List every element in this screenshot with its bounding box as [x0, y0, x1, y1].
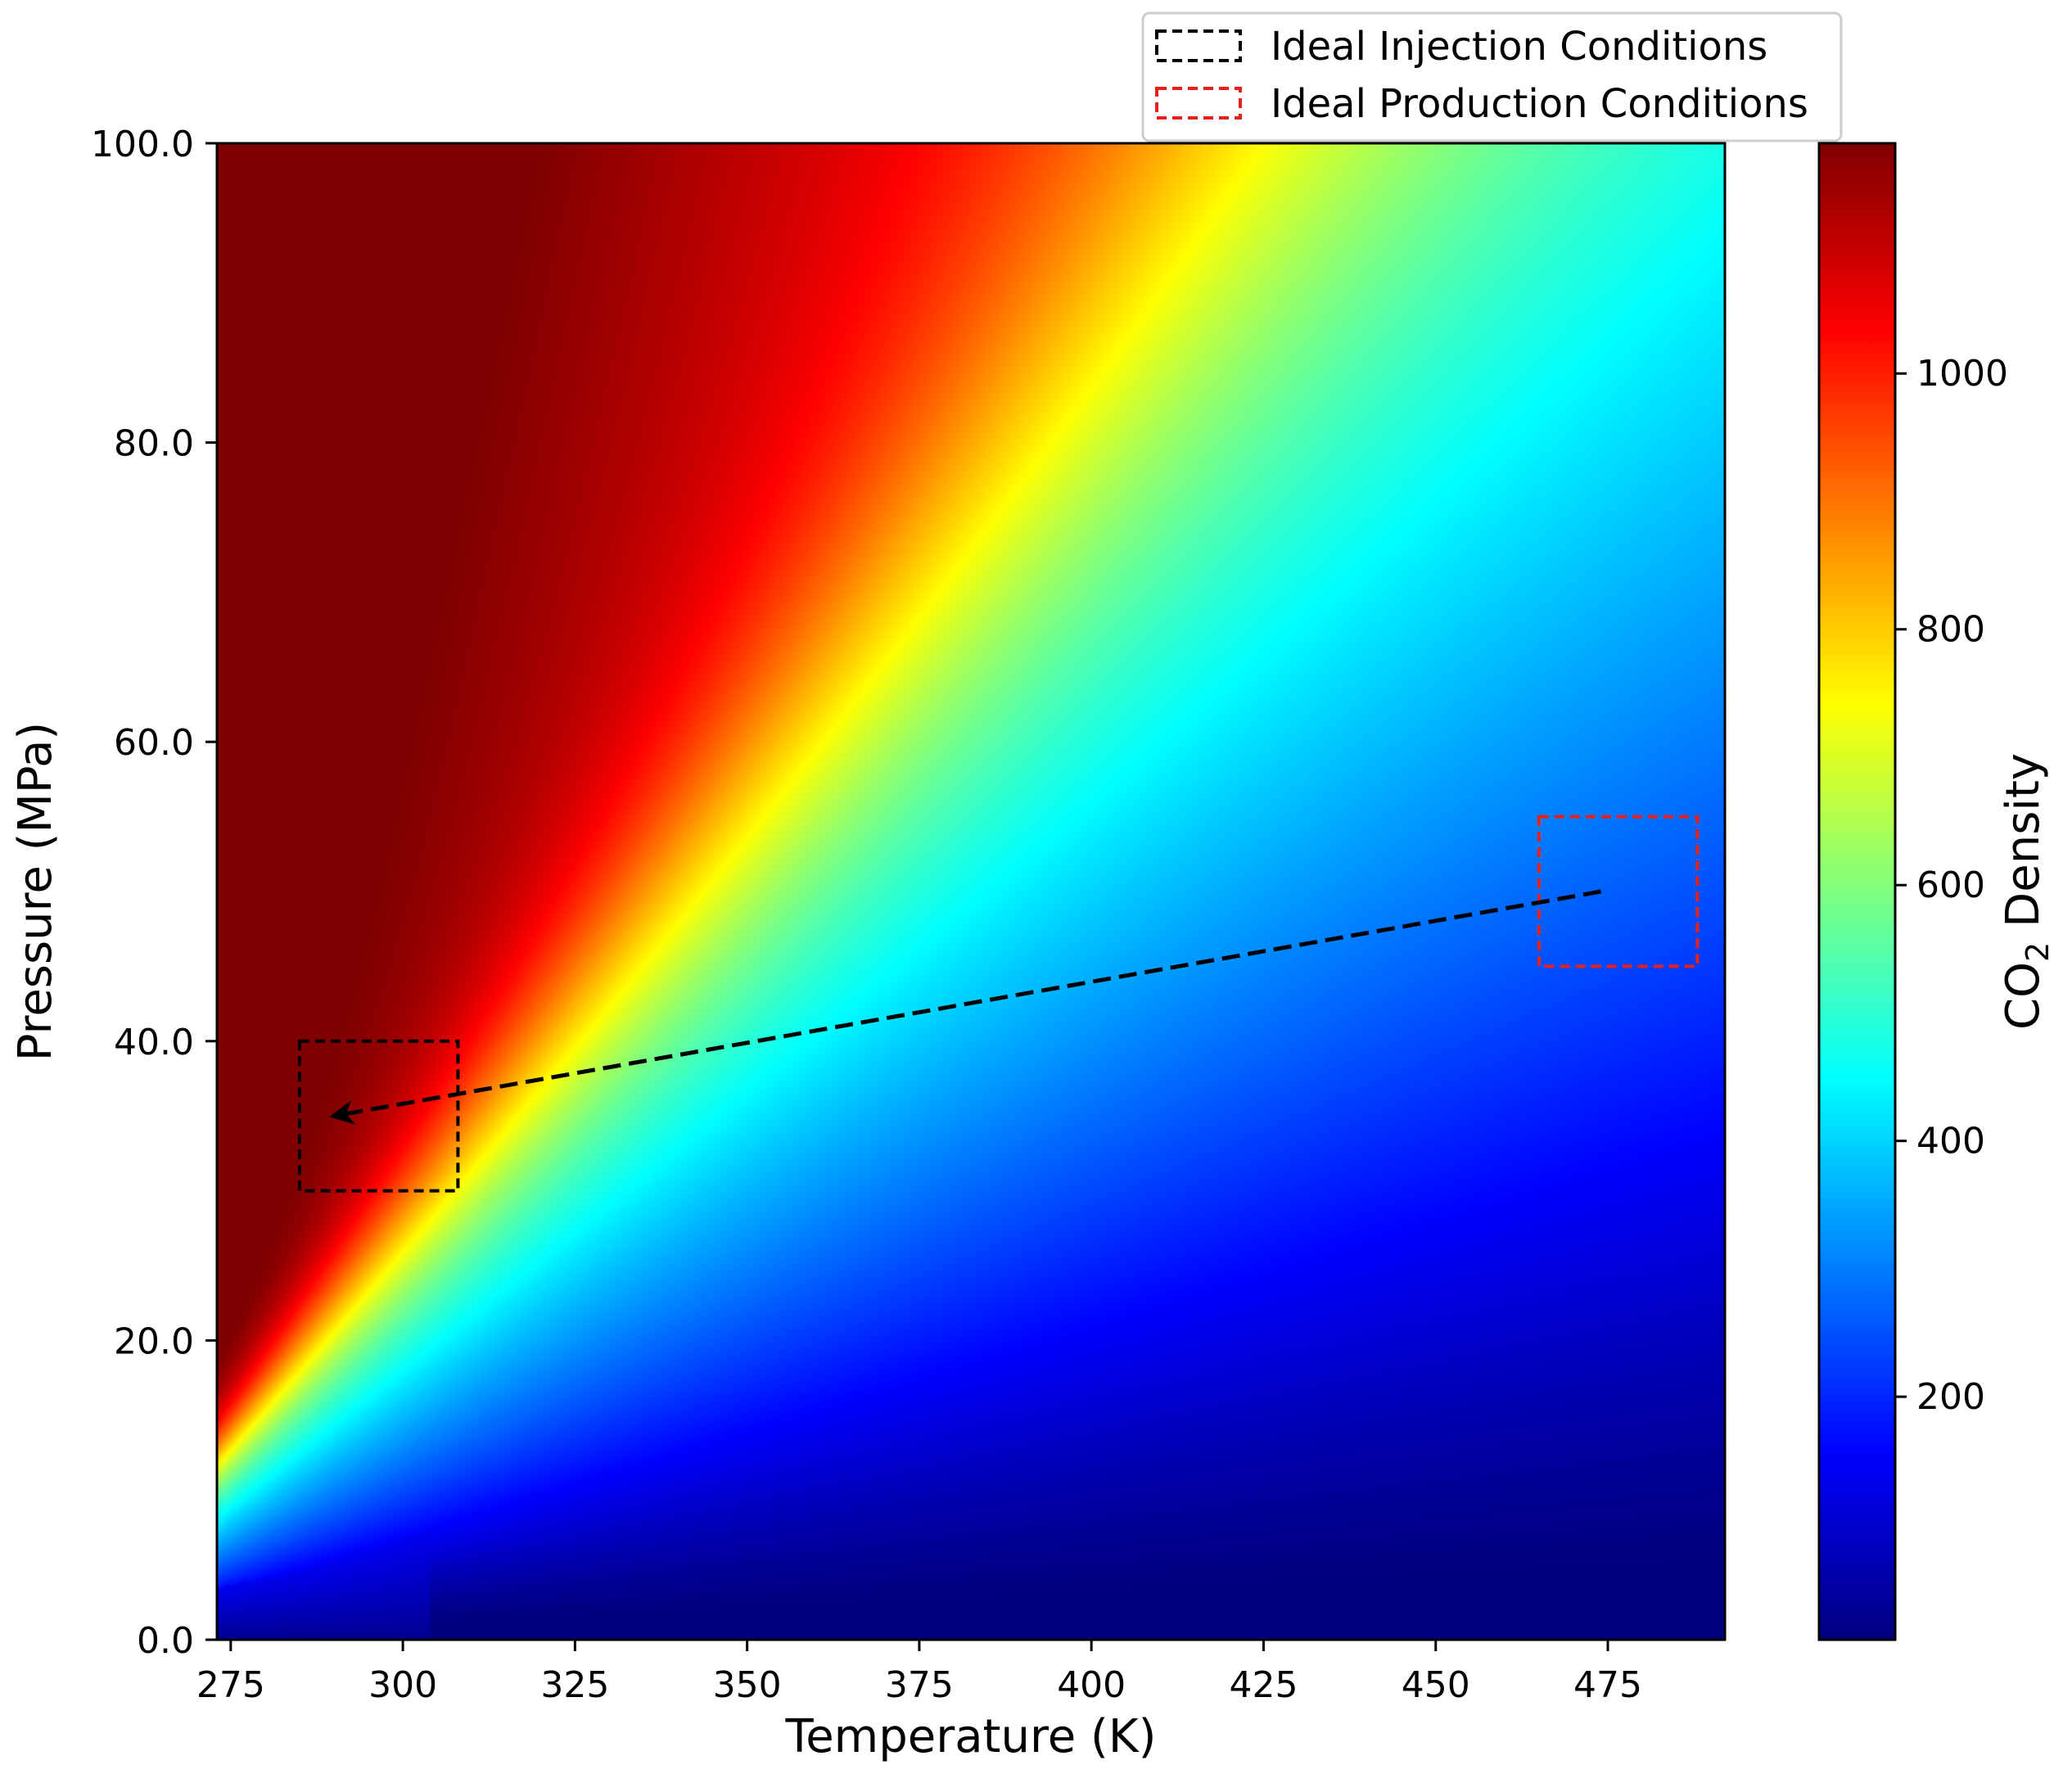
- x-tick-label: 275: [196, 1664, 265, 1706]
- y-tick-label: 100.0: [91, 124, 194, 165]
- colorbar-tick-label: 800: [1916, 609, 1985, 651]
- legend: Ideal Injection Conditions Ideal Product…: [1141, 11, 1843, 142]
- transition-arrow: [329, 889, 1602, 1125]
- colorbar-gradient: [1817, 142, 1897, 1641]
- injection-region-box: [297, 1039, 460, 1193]
- colorbar-label: CO2 Density: [1997, 753, 2056, 1030]
- overlay-group: [297, 815, 1700, 1193]
- x-tick-label: 475: [1573, 1664, 1642, 1706]
- x-tick-label: 400: [1057, 1664, 1126, 1706]
- colorbar-tick-label: 400: [1916, 1121, 1985, 1162]
- x-tick-label: 375: [885, 1664, 954, 1706]
- x-tick-label: 450: [1402, 1664, 1470, 1706]
- production-region-box: [1537, 815, 1700, 968]
- y-tick-label: 80.0: [114, 423, 194, 465]
- legend-box: [1141, 11, 1843, 142]
- y-axis-label: Pressure (MPa): [9, 722, 62, 1062]
- x-tick-label: 325: [540, 1664, 609, 1706]
- y-tick-label: 20.0: [114, 1320, 194, 1362]
- legend-label-injection: Ideal Injection Conditions: [1271, 24, 1767, 70]
- x-axis-label: Temperature (K): [785, 1710, 1157, 1763]
- y-tick-label: 60.0: [114, 722, 194, 764]
- colorbar-ticks: 200 400 600 800 1000: [1895, 353, 2008, 1418]
- colorbar-label-rest: Density: [1997, 753, 2050, 942]
- legend-label-production: Ideal Production Conditions: [1271, 81, 1808, 127]
- y-tick-label: 40.0: [114, 1022, 194, 1063]
- colorbar-label-sub: 2: [2020, 942, 2056, 962]
- y-axis-ticks: 0.0 20.0 40.0 60.0 80.0 100.0: [91, 124, 217, 1662]
- legend-swatch-production: [1155, 87, 1242, 120]
- colorbar-tick-label: 1000: [1916, 353, 2008, 395]
- colorbar-tick-label: 600: [1916, 864, 1985, 906]
- heatmap-image: [217, 143, 1725, 1640]
- heatmap-field: [217, 143, 1725, 1640]
- x-tick-label: 425: [1229, 1664, 1298, 1706]
- colorbar: 200 400 600 800 1000 CO2 Density: [1817, 142, 2056, 1641]
- x-tick-label: 300: [368, 1664, 437, 1706]
- colorbar-label-main: CO: [1997, 962, 2050, 1030]
- y-tick-label: 0.0: [137, 1620, 194, 1662]
- colorbar-tick-label: 200: [1916, 1376, 1985, 1418]
- x-axis-ticks: 275 300 325 350 375 400 425 450 475: [196, 1640, 1642, 1706]
- plot-frame: [215, 142, 1727, 1641]
- x-tick-label: 350: [713, 1664, 782, 1706]
- legend-swatch-injection: [1155, 29, 1242, 62]
